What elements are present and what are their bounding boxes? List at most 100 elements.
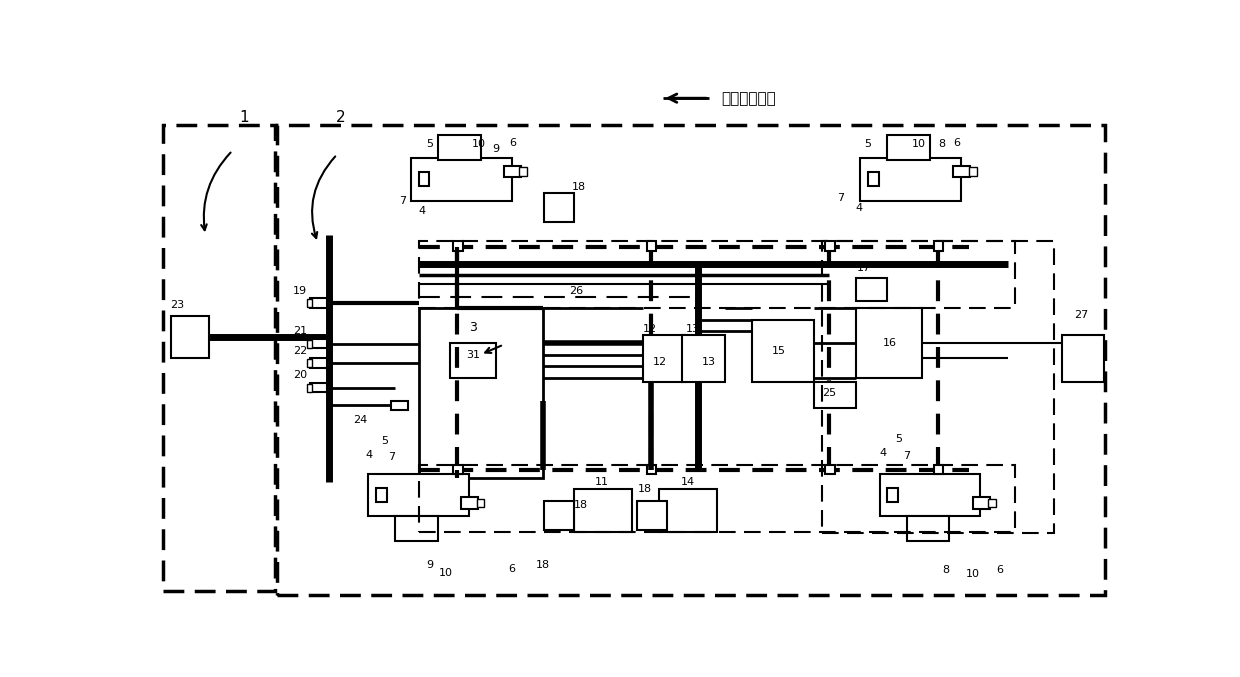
Bar [503,166,521,177]
Text: 10: 10 [966,569,980,579]
Bar [310,358,327,368]
Bar [857,278,888,301]
Bar [658,489,717,531]
Text: 9: 9 [427,560,434,570]
Bar [310,299,327,307]
Bar [934,242,944,250]
Bar [821,240,1054,533]
Bar [544,193,573,222]
Text: 10: 10 [911,139,925,150]
Bar [376,488,387,502]
Bar [888,135,930,160]
Text: 17: 17 [857,263,870,274]
Text: 6: 6 [508,564,515,573]
Bar [682,335,724,382]
Bar [954,166,970,177]
Text: 16: 16 [883,338,897,348]
Bar [857,309,923,378]
Text: 5: 5 [895,434,903,444]
Text: 15: 15 [771,346,786,355]
Bar [826,464,835,474]
Text: 10: 10 [439,567,453,577]
Text: 12: 12 [644,324,657,334]
Bar [647,464,656,474]
Text: 7: 7 [388,452,394,462]
Text: 10: 10 [472,139,486,150]
Text: 4: 4 [419,206,425,215]
Text: 23: 23 [171,299,185,309]
Bar [988,498,996,507]
Bar [419,464,1016,532]
Text: 5: 5 [427,139,434,150]
Text: 7: 7 [903,452,910,461]
Text: 7: 7 [399,196,407,206]
Bar [573,489,631,531]
Bar [520,167,527,176]
Bar [368,474,469,517]
Bar [647,242,656,250]
Text: 5: 5 [381,436,388,446]
Text: 6: 6 [954,138,961,148]
Bar [544,501,573,530]
Text: 4: 4 [366,450,372,460]
Bar [972,497,990,508]
Bar [826,242,835,250]
Bar [461,497,479,508]
Bar [476,498,485,507]
Text: 2: 2 [336,110,346,125]
Text: 4: 4 [880,448,887,458]
Text: 18: 18 [637,484,652,494]
Bar [310,383,327,392]
Bar [861,158,961,200]
Bar [306,384,311,391]
Text: 18: 18 [536,560,549,570]
Text: 11: 11 [595,477,609,487]
Text: 24: 24 [352,415,367,425]
Text: 25: 25 [822,388,836,398]
Text: 8: 8 [939,139,945,150]
Bar [644,335,686,382]
Bar [888,488,898,502]
Text: 4: 4 [856,203,862,213]
Text: 20: 20 [293,370,306,380]
Bar [813,382,857,408]
Bar [751,320,813,382]
Bar [392,401,408,410]
Text: 12: 12 [652,357,667,368]
Bar [419,240,1016,309]
Bar [396,517,438,541]
Text: 8: 8 [942,565,949,575]
Bar [1061,335,1105,382]
Text: 26: 26 [569,286,584,296]
Text: 1: 1 [239,110,249,125]
Text: 22: 22 [293,346,306,355]
Text: 18: 18 [573,500,588,510]
Bar [306,299,311,307]
Bar [306,340,311,348]
Bar [454,464,463,474]
Bar [879,474,981,517]
Bar [968,167,977,176]
Bar [171,316,210,358]
Text: 19: 19 [293,286,306,296]
Bar [934,464,944,474]
Bar [306,359,311,367]
Text: 21: 21 [293,326,306,336]
Text: 18: 18 [572,183,587,192]
Text: 9: 9 [492,144,500,154]
Bar [419,172,429,186]
Text: 13: 13 [702,357,717,368]
Text: 6: 6 [996,565,1003,575]
Text: 7: 7 [837,193,844,203]
Text: 3: 3 [469,321,476,334]
Bar [410,158,511,200]
Text: 6: 6 [510,138,517,148]
Bar [278,125,1105,595]
Bar [449,343,496,378]
Text: 27: 27 [1074,309,1089,320]
Bar [310,339,327,349]
Bar [906,517,950,541]
Bar [868,172,879,186]
Text: 13: 13 [686,324,699,334]
Bar [162,125,275,591]
